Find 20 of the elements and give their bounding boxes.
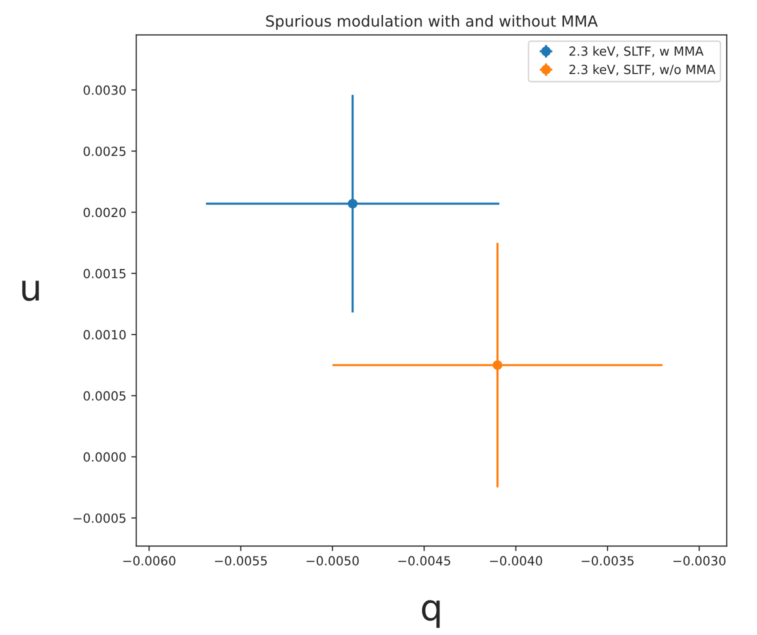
x-tick-label: −0.0060 [123, 556, 176, 566]
y-tick-label: 0.0005 [84, 391, 126, 401]
y-tick-label: 0.0025 [84, 146, 126, 156]
x-axis-title: q [422, 600, 440, 628]
x-tick-label: −0.0030 [673, 556, 726, 566]
x-tick-label: −0.0045 [398, 556, 450, 566]
x-tick-label: −0.0040 [490, 556, 542, 566]
y-tick-label: 0.0020 [84, 208, 126, 218]
y-tick-label: −0.0005 [74, 513, 126, 523]
x-tick-label: −0.0050 [306, 556, 359, 566]
x-tick-label: −0.0055 [215, 556, 267, 566]
chart-title: Spurious modulation with and without MMA [266, 14, 598, 30]
legend-label: 2.3 keV, SLTF, w/o MMA [569, 64, 716, 76]
x-tick-label: −0.0035 [582, 556, 634, 566]
y-tick-label: 0.0000 [84, 452, 126, 462]
y-tick-label: 0.0030 [84, 85, 126, 95]
y-axis-title: u [22, 280, 39, 301]
legend-label: 2.3 keV, SLTF, w MMA [569, 46, 704, 58]
y-tick-label: 0.0015 [84, 268, 126, 278]
y-tick-label: 0.0010 [84, 330, 126, 340]
